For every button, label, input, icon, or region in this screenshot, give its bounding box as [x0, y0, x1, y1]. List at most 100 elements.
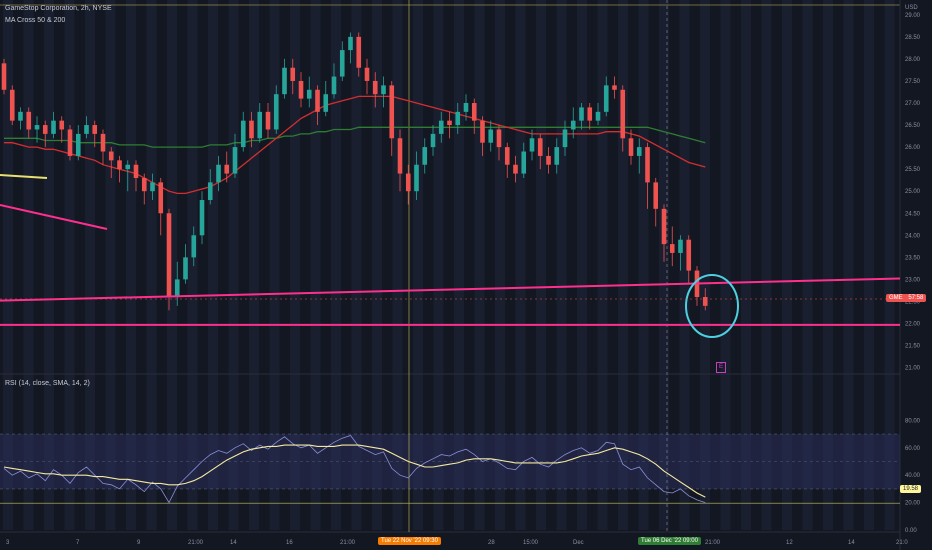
candle-body	[150, 182, 155, 192]
candle-body	[84, 125, 89, 134]
session-band	[413, 0, 423, 530]
candle-body	[628, 138, 634, 156]
candle-body	[702, 297, 708, 306]
session-band	[269, 0, 280, 530]
session-band	[331, 0, 341, 530]
session-band	[884, 0, 895, 530]
candle-body	[348, 36, 353, 51]
candle-body	[331, 76, 337, 95]
yellow-trendline	[0, 174, 48, 179]
session-band	[556, 0, 567, 530]
time-tick-label: 9	[137, 540, 141, 546]
candle-body	[224, 164, 230, 174]
candle-body	[133, 164, 139, 178]
session-band	[310, 0, 321, 530]
candle-body	[339, 50, 345, 77]
current-price-tag: GME 57:58	[886, 294, 927, 302]
price-tick-label: 24.50	[905, 211, 921, 217]
highlight-circle	[685, 274, 739, 338]
session-band	[679, 0, 690, 530]
candle-body	[455, 111, 461, 126]
candle-body	[75, 133, 81, 156]
ma50-line	[4, 95, 706, 195]
candle-body	[570, 120, 576, 130]
price-tick-label: 23.50	[905, 255, 921, 261]
session-band	[843, 0, 854, 530]
rsi-indicator-label[interactable]: RSI (14, close, SMA, 14, 2)	[5, 380, 90, 387]
ma200-line	[4, 126, 706, 148]
time-tick-label: 28	[488, 540, 495, 546]
candle-body	[232, 147, 238, 174]
session-band	[392, 0, 403, 530]
session-band	[105, 0, 116, 530]
price-tag-symbol: GME	[889, 295, 903, 301]
price-tag-value: 57:58	[908, 295, 924, 301]
candle-body	[92, 125, 98, 134]
earnings-marker-icon[interactable]: E	[716, 362, 726, 373]
candle-body	[315, 89, 320, 112]
candle-body	[430, 133, 436, 148]
rsi-line	[3, 435, 706, 504]
session-band	[638, 0, 649, 530]
candle-body	[67, 129, 73, 156]
candle-body	[183, 257, 188, 280]
price-tick-label: 23.00	[905, 277, 921, 283]
session-band	[618, 0, 628, 530]
rsi-tick-label: 20.00	[905, 501, 921, 507]
candle-body	[397, 138, 403, 174]
candle-body	[117, 160, 122, 170]
session-band	[597, 0, 608, 530]
candle-body	[579, 107, 584, 121]
session-band	[536, 0, 546, 530]
time-tick-label: 21:00	[188, 540, 204, 546]
candle-body	[389, 85, 395, 139]
ma-cross-indicator-label[interactable]: MA Cross 50 & 200	[5, 17, 66, 24]
symbol-title: GameStop Corporation, 2h, NYSE	[5, 5, 112, 12]
price-tick-label: 22.00	[905, 321, 921, 327]
time-tick-label: 12	[786, 540, 793, 546]
candle-body	[504, 147, 510, 165]
session-band	[23, 0, 34, 530]
candle-body	[257, 111, 263, 139]
candle-body	[521, 151, 527, 174]
candle-body	[603, 85, 609, 112]
candle-body	[298, 80, 304, 99]
time-tick-label: 21:00	[705, 540, 721, 546]
candle-body	[612, 85, 617, 90]
horizontal-support-line	[0, 277, 901, 302]
price-tick-label: 27.00	[905, 101, 921, 107]
session-band	[167, 0, 177, 530]
session-band	[3, 0, 13, 530]
candle-body	[414, 164, 419, 192]
rsi-tick-label: 40.00	[905, 473, 921, 479]
session-band	[577, 0, 587, 530]
price-tick-label: 29.00	[905, 13, 921, 19]
candle-body	[587, 107, 593, 121]
session-band	[433, 0, 444, 530]
price-tick-label: 26.50	[905, 123, 921, 129]
candle-body	[42, 125, 48, 134]
candle-body	[636, 147, 642, 156]
session-band	[495, 0, 505, 530]
rsi-value-tag: 19.58	[900, 485, 922, 493]
candle-body	[18, 111, 23, 121]
session-band	[208, 0, 218, 530]
descending-trendline	[0, 204, 108, 230]
candle-body	[546, 155, 551, 165]
session-band	[228, 0, 239, 530]
candle-body	[529, 138, 535, 152]
candle-body	[141, 177, 147, 192]
rsi-tick-label: 0.00	[905, 528, 917, 534]
candle-body	[686, 239, 692, 271]
candle-body	[496, 129, 502, 148]
candle-body	[174, 279, 180, 298]
candle-body	[9, 89, 15, 121]
time-tick-label: 15:00	[523, 540, 539, 546]
price-tick-label: 25.50	[905, 167, 921, 173]
time-tick-label: 21:00	[340, 540, 356, 546]
price-tick-label: 25.00	[905, 189, 921, 195]
candle-body	[438, 120, 444, 134]
time-tick-label: 14	[230, 540, 237, 546]
candle-body	[51, 120, 56, 134]
